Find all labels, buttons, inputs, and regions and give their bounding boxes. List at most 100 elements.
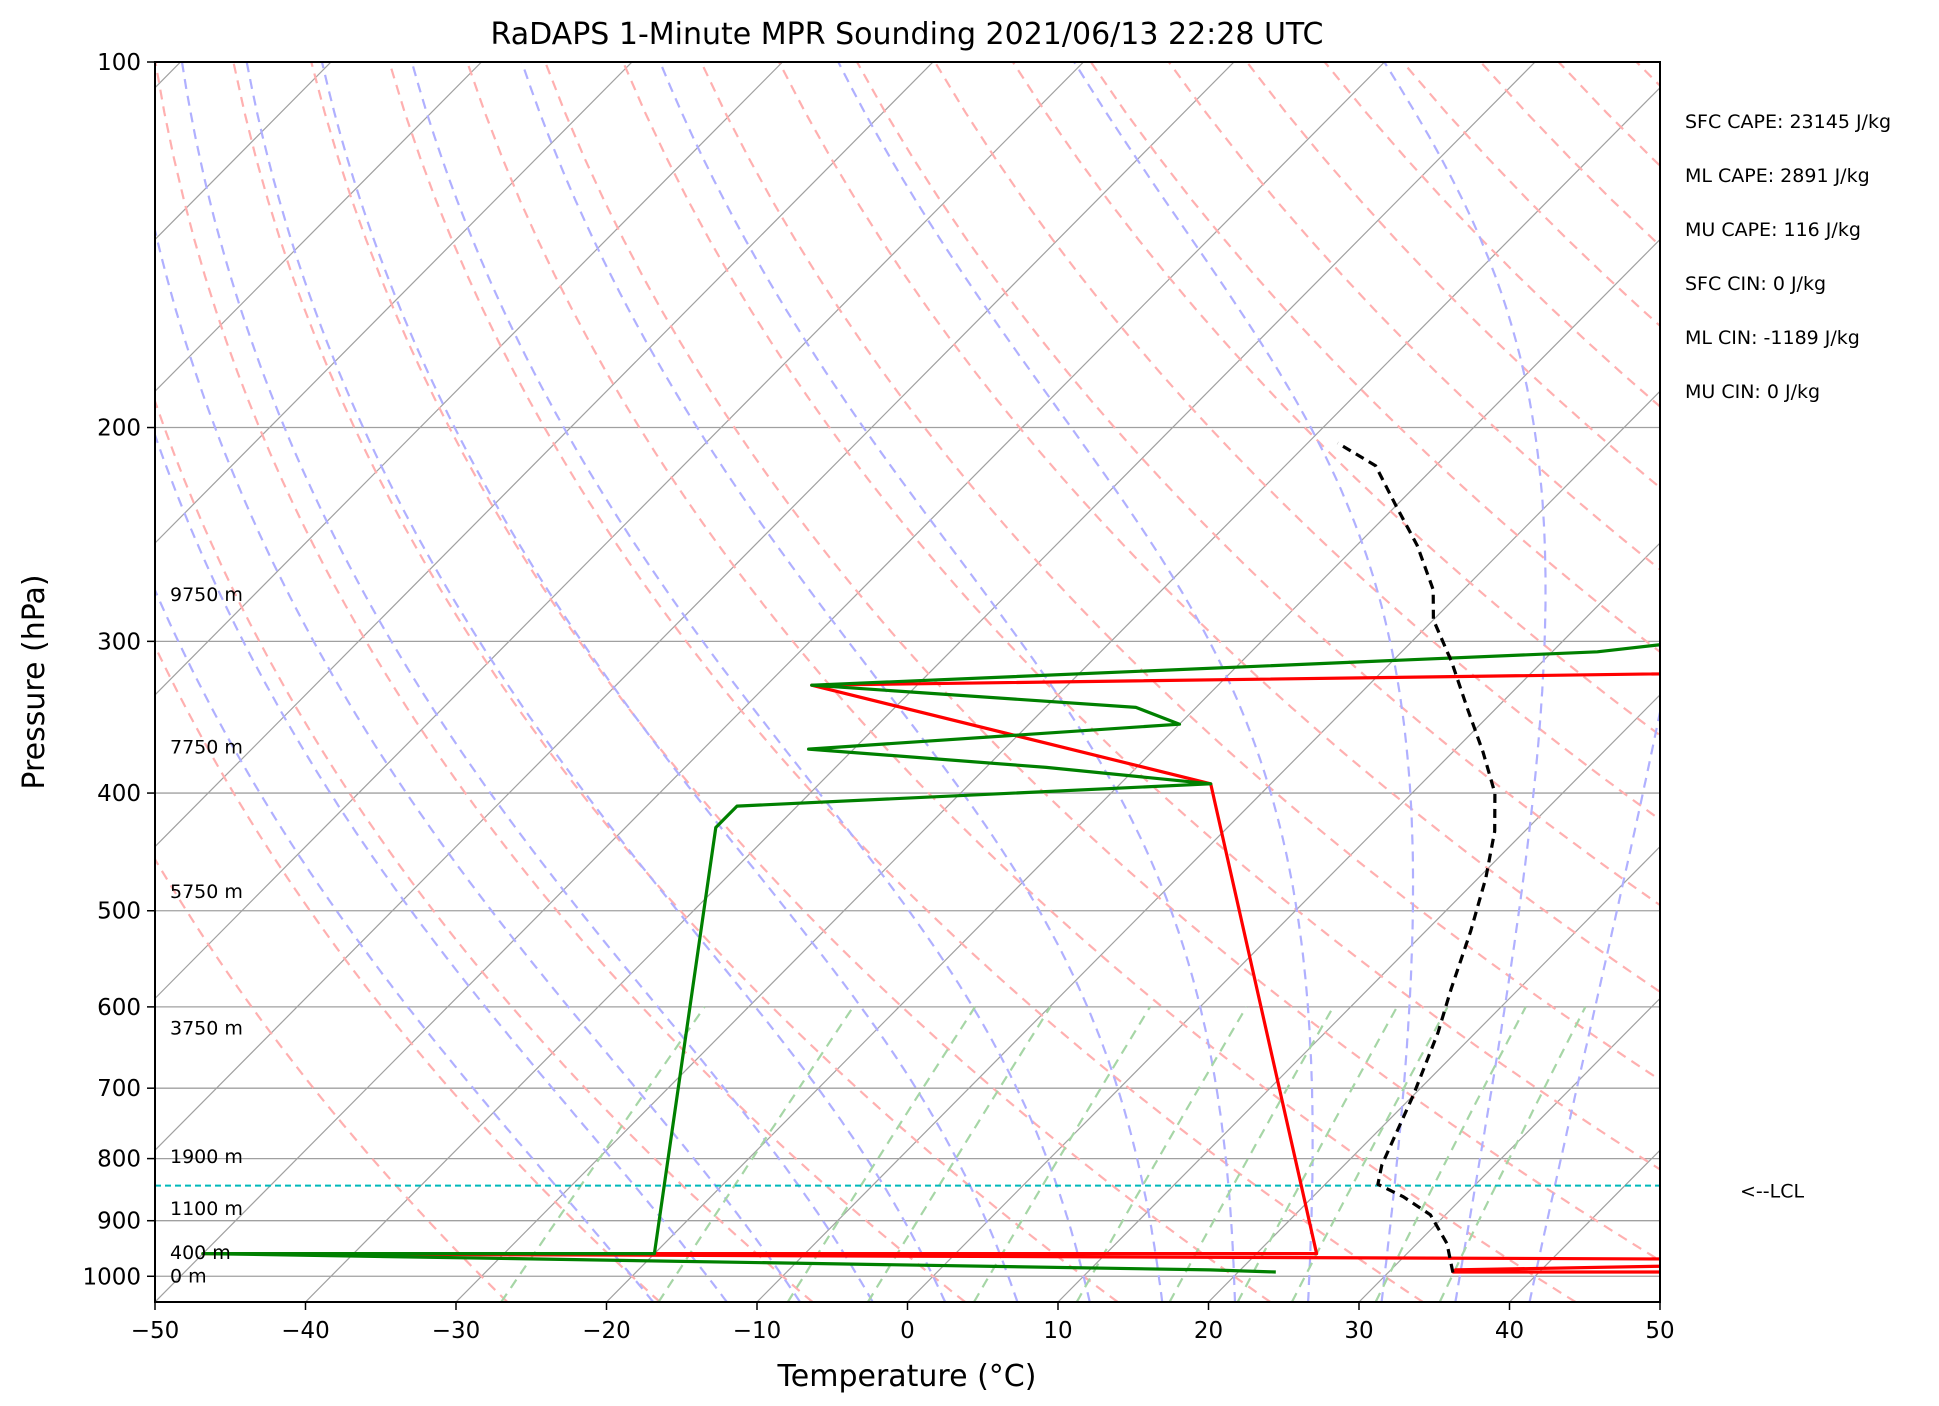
series-line-2 [1336, 441, 1497, 1273]
isotherm-line [606, 238, 1660, 1302]
height-label: 5750 m [170, 881, 243, 903]
moist-adiabat [1383, 62, 1547, 1302]
isotherm-line [1509, 1149, 1660, 1302]
height-label: 7750 m [170, 736, 243, 758]
dry-adiabat [155, 397, 814, 1302]
x-tick-label: 40 [1495, 1318, 1524, 1344]
y-tick-label: 400 [97, 781, 141, 807]
moist-adiabat [410, 62, 1091, 1302]
dry-adiabat [1011, 62, 1660, 737]
mixing-ratio-line [866, 1006, 1052, 1302]
dry-adiabat [1167, 62, 1660, 571]
dry-adiabat [1323, 62, 1660, 408]
isotherm-line [155, 62, 482, 393]
dry-adiabat [155, 62, 966, 1302]
stat-label: ML CAPE: 2891 J/kg [1685, 165, 1870, 187]
isotherm-line [155, 62, 783, 696]
y-tick-label: 500 [97, 899, 141, 925]
stat-label: SFC CIN: 0 J/kg [1685, 273, 1826, 295]
isotherm-line [1659, 1301, 1660, 1302]
isotherm-line [756, 390, 1660, 1302]
height-label: 9750 m [170, 584, 243, 606]
y-axis-label: Pressure (hPa) [17, 574, 52, 789]
y-tick-label: 300 [97, 629, 141, 655]
stat-label: SFC CAPE: 23145 J/kg [1685, 111, 1891, 133]
dry-adiabat [155, 643, 661, 1302]
isotherm-line [1208, 845, 1660, 1302]
isotherm-line [155, 62, 1235, 1152]
y-tick-label: 100 [97, 50, 141, 76]
x-tick-label: −20 [582, 1318, 631, 1344]
dry-adiabat [1870, 62, 1939, 1302]
height-label: 1900 m [170, 1146, 243, 1168]
moist-adiabat [155, 225, 801, 1302]
mixing-ratio-line [1438, 1006, 1587, 1302]
mixing-ratio-line [1168, 1006, 1335, 1302]
mixing-ratio-line [1374, 1006, 1527, 1302]
x-tick-label: 20 [1194, 1318, 1223, 1344]
moist-adiabat [658, 62, 1237, 1302]
moist-adiabat [1528, 706, 1660, 1302]
series-line-1 [201, 643, 1660, 1274]
moist-adiabat [1073, 62, 1415, 1302]
height-label: 400 m [170, 1242, 231, 1264]
dry-adiabat [544, 62, 1660, 1262]
x-tick-label: 30 [1344, 1318, 1373, 1344]
x-tick-label: −10 [733, 1318, 782, 1344]
mixing-ratio-line [500, 1006, 706, 1302]
y-tick-label: 1000 [82, 1264, 141, 1290]
isotherm-line [155, 62, 1084, 1000]
isotherm-line [155, 62, 934, 848]
x-tick-label: 50 [1645, 1318, 1674, 1344]
isotherm-line [155, 62, 1385, 1302]
dry-adiabat [856, 62, 1660, 907]
dry-adiabat [933, 62, 1660, 822]
dry-adiabat [466, 62, 1577, 1302]
y-tick-label: 800 [97, 1147, 141, 1173]
x-tick-label: −50 [131, 1318, 180, 1344]
stat-label: MU CAPE: 116 J/kg [1685, 219, 1861, 241]
isotherm-line [1358, 997, 1660, 1302]
y-tick-label: 900 [97, 1209, 141, 1235]
lcl-label: <--LCL [1740, 1181, 1804, 1203]
moist-adiabat [520, 62, 1164, 1302]
moist-adiabat [837, 62, 1314, 1302]
y-tick-label: 600 [97, 995, 141, 1021]
mixing-ratio-line [1236, 1006, 1398, 1302]
x-tick-label: −40 [281, 1318, 330, 1344]
moist-adiabat [245, 62, 947, 1302]
height-label: 3750 m [170, 1017, 243, 1039]
moist-adiabat [155, 587, 655, 1302]
series-line-0 [201, 672, 1660, 1274]
dry-adiabat [310, 62, 1272, 1302]
height-label: 1100 m [170, 1198, 243, 1220]
height-label: 0 m [170, 1266, 207, 1288]
mixing-ratio-line [1290, 1006, 1449, 1302]
dry-adiabat [1089, 62, 1660, 654]
chart-title: RaDAPS 1-Minute MPR Sounding 2021/06/13 … [491, 17, 1324, 52]
isotherm-line [1057, 694, 1660, 1302]
dry-adiabat [232, 62, 1119, 1302]
stat-label: ML CIN: -1189 J/kg [1685, 327, 1860, 349]
mixing-ratio-line [657, 1006, 855, 1302]
x-tick-label: 10 [1043, 1318, 1072, 1344]
isotherm-line [155, 62, 633, 544]
mixing-ratio-line [786, 1006, 976, 1302]
dry-adiabat [1715, 62, 1939, 1302]
dry-adiabat [388, 62, 1424, 1302]
dry-adiabat [1401, 62, 1660, 328]
dry-adiabat [1557, 62, 1660, 168]
stat-label: MU CIN: 0 J/kg [1685, 381, 1820, 403]
dry-adiabat [622, 62, 1660, 1171]
isotherm-line [907, 542, 1660, 1302]
moist-adiabat [320, 62, 1019, 1302]
y-tick-label: 700 [97, 1076, 141, 1102]
x-axis-label: Temperature (°C) [777, 1359, 1037, 1394]
dry-adiabat [700, 62, 1660, 1082]
moist-adiabat [180, 62, 874, 1302]
x-tick-label: −30 [432, 1318, 481, 1344]
dry-adiabat [1635, 62, 1660, 88]
x-tick-label: 0 [900, 1318, 915, 1344]
dry-adiabat [155, 857, 509, 1302]
